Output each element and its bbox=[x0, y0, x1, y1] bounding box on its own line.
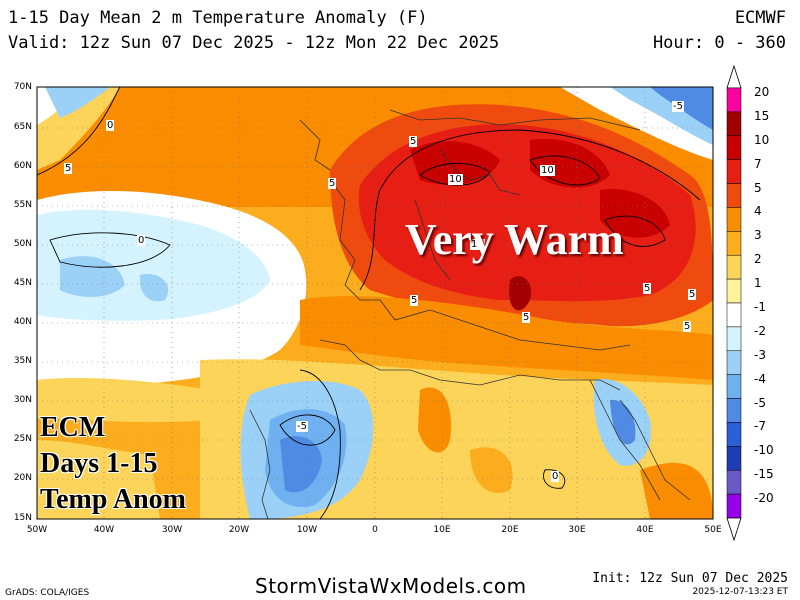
legend-swatch bbox=[726, 422, 742, 447]
legend-label: 1 bbox=[754, 276, 762, 291]
contour-label: 5 bbox=[643, 283, 652, 294]
legend-swatch bbox=[726, 326, 742, 352]
legend-label: 5 bbox=[754, 180, 762, 195]
latitude-label: 15N bbox=[13, 513, 32, 523]
contour-label: 5 bbox=[522, 312, 531, 323]
legend-label: -20 bbox=[754, 491, 774, 506]
longitude-label: 0 bbox=[372, 525, 378, 535]
legend-swatch bbox=[726, 111, 742, 137]
contour-label: 5 bbox=[683, 321, 692, 332]
legend-label: 15 bbox=[754, 108, 770, 123]
legend-label: 3 bbox=[754, 228, 762, 243]
overlay-line-anom: Temp Anom bbox=[40, 484, 187, 515]
legend-swatch bbox=[726, 302, 742, 328]
legend-arrow-bottom bbox=[726, 517, 742, 542]
longitude-label: 10W bbox=[296, 525, 318, 535]
legend-label: -3 bbox=[754, 347, 766, 362]
contour-label: 0 bbox=[551, 471, 560, 482]
legend-swatch bbox=[726, 231, 742, 256]
generated-timestamp: 2025-12-07-13:23 ET bbox=[692, 587, 788, 597]
legend-swatch bbox=[726, 278, 742, 304]
contour-label: 5 bbox=[688, 289, 697, 300]
contour-label: 5 bbox=[410, 295, 419, 306]
longitude-label: 30W bbox=[161, 525, 183, 535]
overlay-line-ecm: ECM bbox=[40, 412, 106, 443]
legend-label: -7 bbox=[754, 419, 766, 434]
latitude-label: 70N bbox=[13, 82, 32, 92]
model-name: ECMWF bbox=[734, 8, 786, 28]
grads-credit: GrADS: COLA/IGES bbox=[5, 588, 90, 598]
legend-swatch bbox=[726, 398, 742, 423]
legend-label: 2 bbox=[754, 252, 762, 267]
legend-label: -4 bbox=[754, 371, 766, 386]
legend-label: -15 bbox=[754, 467, 774, 482]
longitude-label: 30E bbox=[568, 525, 586, 535]
longitude-label: 10E bbox=[433, 525, 451, 535]
contour-label: -5 bbox=[672, 101, 684, 112]
longitude-label: 40W bbox=[93, 525, 115, 535]
longitude-label: 50E bbox=[704, 525, 722, 535]
legend-label: 20 bbox=[754, 85, 770, 99]
contour-label: 5 bbox=[409, 136, 418, 147]
longitude-label: 20W bbox=[228, 525, 250, 535]
site-credit: StormVistaWxModels.com bbox=[255, 574, 527, 598]
legend-swatch bbox=[726, 469, 742, 495]
contour-label: 5 bbox=[328, 178, 337, 189]
legend-swatch bbox=[726, 159, 742, 184]
legend-label: -2 bbox=[754, 323, 766, 338]
legend-swatch bbox=[726, 87, 742, 113]
legend-label: -1 bbox=[754, 300, 766, 314]
map-title: 1-15 Day Mean 2 m Temperature Anomaly (F… bbox=[8, 8, 428, 28]
latitude-label: 65N bbox=[13, 122, 32, 132]
latitude-label: 55N bbox=[13, 200, 32, 210]
contour-label: 5 bbox=[64, 163, 73, 174]
contour-label: -5 bbox=[296, 421, 308, 432]
legend-swatch bbox=[726, 493, 742, 519]
legend-label: -10 bbox=[754, 443, 774, 458]
contour-label: 10 bbox=[540, 165, 555, 176]
legend-label: 10 bbox=[754, 132, 770, 147]
longitude-label: 50W bbox=[26, 525, 48, 535]
color-legend bbox=[726, 64, 742, 542]
contour-label: 0 bbox=[106, 120, 115, 131]
legend-arrow-top bbox=[726, 64, 742, 89]
latitude-label: 20N bbox=[13, 473, 32, 483]
longitude-label: 40E bbox=[636, 525, 654, 535]
contour-label: 10 bbox=[470, 239, 485, 250]
overlay-line-days: Days 1-15 bbox=[40, 448, 158, 479]
legend-swatch bbox=[726, 135, 742, 160]
longitude-label: 20E bbox=[501, 525, 519, 535]
legend-label: -5 bbox=[754, 395, 766, 410]
latitude-label: 30N bbox=[13, 395, 32, 405]
legend-label: 4 bbox=[754, 204, 762, 219]
contour-label: 0 bbox=[137, 235, 146, 246]
valid-period: Valid: 12z Sun 07 Dec 2025 - 12z Mon 22 … bbox=[8, 33, 500, 53]
legend-swatch bbox=[726, 350, 742, 375]
very-warm-annotation: Very Warm bbox=[405, 215, 624, 264]
contour-label: 10 bbox=[448, 174, 463, 185]
latitude-label: 35N bbox=[13, 356, 32, 366]
legend-swatch bbox=[726, 207, 742, 232]
latitude-label: 40N bbox=[13, 317, 32, 327]
latitude-label: 50N bbox=[13, 239, 32, 249]
legend-swatch bbox=[726, 446, 742, 471]
legend-swatch bbox=[726, 374, 742, 399]
latitude-label: 45N bbox=[13, 278, 32, 288]
legend-swatch bbox=[726, 183, 742, 208]
legend-swatch bbox=[726, 254, 742, 280]
forecast-hours: Hour: 0 - 360 bbox=[652, 33, 786, 53]
latitude-label: 25N bbox=[13, 434, 32, 444]
init-time: Init: 12z Sun 07 Dec 2025 bbox=[592, 571, 788, 586]
legend-label: 7 bbox=[754, 156, 762, 171]
latitude-label: 60N bbox=[13, 161, 32, 171]
